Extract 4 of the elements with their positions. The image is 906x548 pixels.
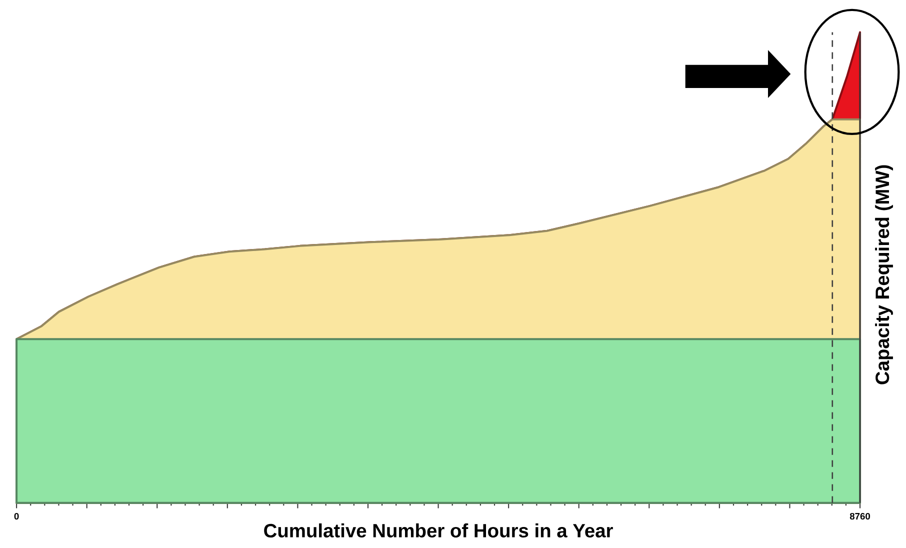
- x-axis-title: Cumulative Number of Hours in a Year: [264, 523, 613, 538]
- x-tick-label: 0: [14, 512, 19, 520]
- y-axis-title: Capacity Required (MW): [875, 165, 893, 384]
- x-tick-label: 8760: [850, 512, 870, 520]
